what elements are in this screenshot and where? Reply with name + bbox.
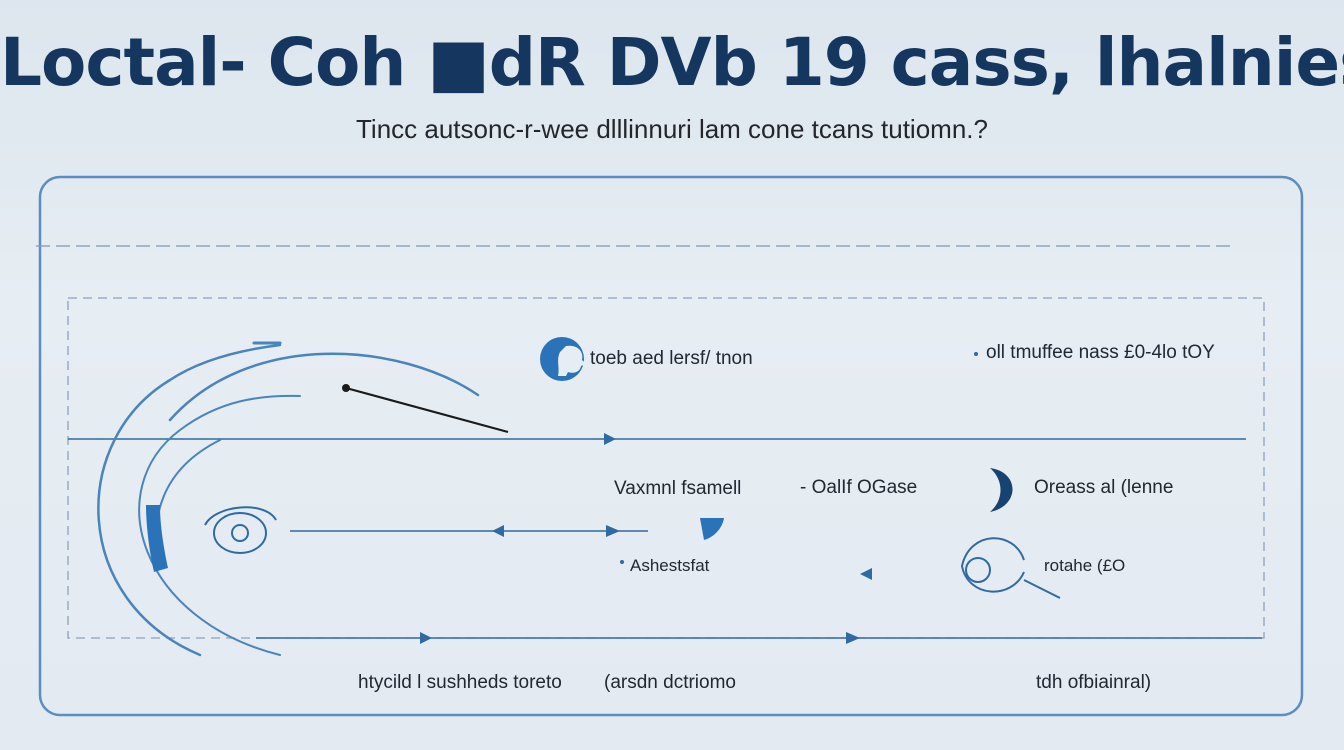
arrow-middle-left [492,525,504,537]
label-top-center: toeb aed lersf/ tnon [590,348,753,369]
label-top-right: oll tmuffee nass £0-4lo tOY [986,342,1215,363]
arrow-middle-right [606,525,620,537]
label-bottom-right: tdh ofbiainral) [1036,672,1152,693]
arrow-lower-center [860,568,872,580]
pointer-wand-icon [342,384,509,434]
arrow-upper-center [604,433,616,445]
arrow-bottom-center [846,632,860,644]
arrow-bottom-left [420,632,432,644]
concentric-arcs [97,341,480,657]
flow-arrows [420,433,872,644]
label-mid-center: - OalIf OGase [800,477,918,498]
label-bottom-center: (arsdn dctriomo [604,672,736,693]
label-mid-left: Vaxmnl fsamell [614,478,742,499]
label-mid-right: Oreass al (lenne [1034,477,1174,498]
eye-icon-left [204,506,277,554]
dot-marker-lower-left [620,560,624,564]
dot-marker-top-right [974,352,978,356]
outer-frame [38,175,1304,717]
label-lower-right: rotahe (£O [1044,556,1126,575]
label-lower-left: Ashestsfat [630,556,710,575]
label-bottom-left: htycild l sushheds toreto [358,672,562,693]
eye-icon-right [960,537,1061,599]
arc-accent-segment [146,505,168,572]
page-title: Loctal‐ Coh ■dR DVb 19 cass, lhalnies [0,24,1344,101]
page-subtitle: Tincc autsonc-r-wee dlllinnuri lam cone … [356,114,988,144]
crescent-icon [990,468,1013,512]
wedge-icon [700,518,724,540]
head-profile-icon [540,337,586,381]
